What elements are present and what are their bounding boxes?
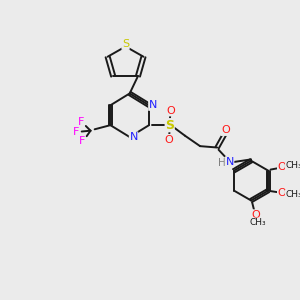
Text: F: F (79, 136, 85, 146)
Text: N: N (129, 132, 138, 142)
Text: S: S (165, 119, 174, 132)
Text: O: O (166, 106, 175, 116)
Text: O: O (221, 125, 230, 135)
Text: O: O (278, 188, 286, 198)
Text: CH₃: CH₃ (249, 218, 266, 227)
Text: N: N (225, 157, 234, 167)
Text: O: O (251, 210, 260, 220)
Text: H: H (218, 158, 226, 168)
Text: CH₃: CH₃ (285, 190, 300, 199)
Text: F: F (73, 127, 80, 137)
Text: N: N (149, 100, 157, 110)
Text: O: O (278, 162, 286, 172)
Text: O: O (165, 134, 173, 145)
Text: F: F (78, 117, 84, 127)
Text: CH₃: CH₃ (285, 161, 300, 170)
Text: S: S (122, 39, 129, 49)
